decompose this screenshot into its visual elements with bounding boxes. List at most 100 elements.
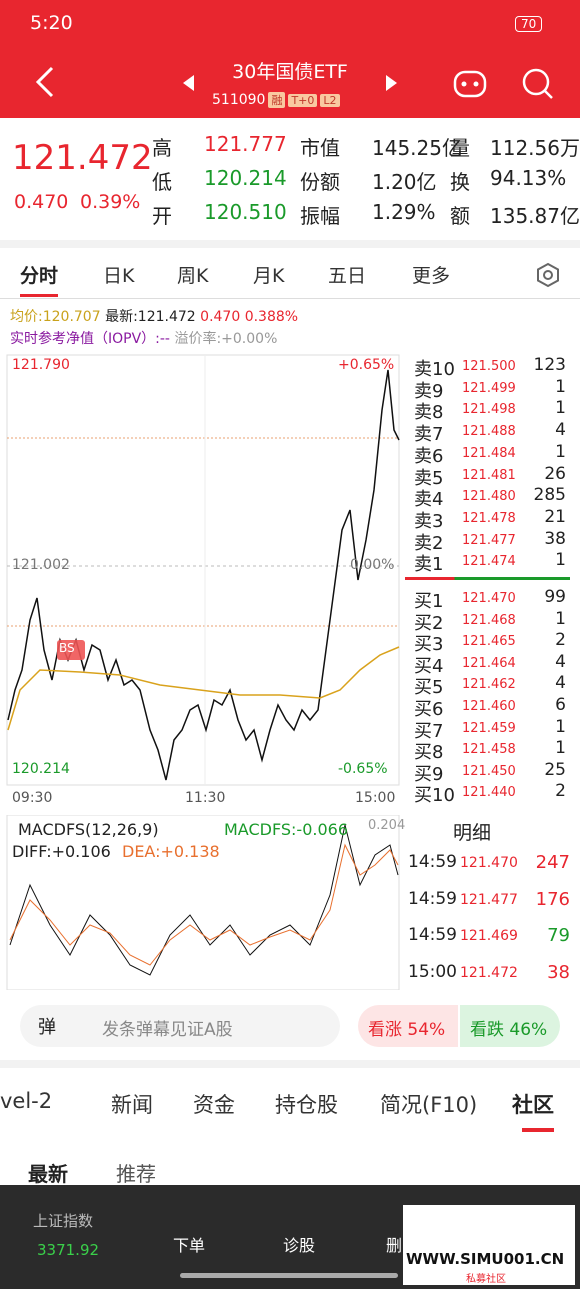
bs-marker[interactable]: BS [59, 641, 75, 655]
book-volume: 1 [555, 716, 566, 737]
detail-title[interactable]: 明细 [453, 822, 492, 844]
stat: 120.510 [204, 200, 287, 224]
book-price: 121.459 [462, 720, 516, 736]
subtab[interactable]: 推荐 [116, 1162, 156, 1186]
book-label: 卖7 [414, 424, 444, 446]
prev[interactable] [183, 75, 195, 91]
stat: 145.25亿 [372, 136, 462, 160]
book-volume: 285 [533, 485, 566, 506]
book-volume: 99 [544, 587, 566, 607]
book-label: 买3 [414, 634, 444, 656]
tab[interactable]: 日K [103, 265, 135, 287]
tab[interactable]: 分时 [20, 261, 59, 297]
next[interactable] [386, 75, 398, 91]
index-name[interactable]: 上证指数 [33, 1212, 94, 1230]
stat: 94.13% [490, 166, 567, 190]
stat: 市值 [300, 136, 340, 160]
diff: DIFF:+0.106 [12, 842, 111, 861]
axis-label: 120.214 [12, 761, 70, 777]
icons[interactable] [450, 64, 560, 104]
book-volume: 38 [544, 528, 566, 549]
tab[interactable]: 周K [177, 265, 209, 287]
book-price: 121.478 [462, 510, 516, 526]
tab[interactable]: 更多 [412, 265, 451, 287]
book-volume: 21 [544, 506, 566, 527]
macd-name[interactable]: MACDFS(12,26,9) [18, 820, 159, 839]
tab[interactable]: 月K [253, 265, 285, 287]
book-label: 买2 [414, 612, 444, 634]
book-label: 卖2 [414, 532, 444, 554]
trade-volume: 79 [547, 925, 570, 946]
danmu-input[interactable]: 发条弹幕见证A股 [102, 1020, 233, 1040]
book-label: 买1 [414, 591, 444, 612]
tag: T+0 [288, 94, 318, 107]
book-label: 卖1 [414, 554, 444, 576]
book-price: 121.484 [462, 445, 516, 461]
divider [0, 298, 580, 299]
book-price: 121.465 [462, 634, 516, 650]
nav-tab[interactable]: 社区 [512, 1093, 554, 1117]
settings[interactable] [535, 262, 561, 288]
stat: 135.87亿 [490, 204, 580, 228]
nav-tab[interactable]: 资金 [193, 1093, 235, 1117]
book-price: 121.470 [462, 591, 516, 606]
subtab[interactable]: 最新 [28, 1162, 68, 1186]
divider [0, 240, 580, 248]
header: 5:20 70 30年国债ETF 511090 融 T+0 L2 [0, 0, 580, 118]
book-price: 121.488 [462, 424, 516, 440]
danmu-box[interactable] [20, 1005, 340, 1047]
tab[interactable]: 五日 [328, 265, 367, 287]
book-volume: 6 [555, 695, 566, 715]
diagnose-button[interactable]: 诊股 [283, 1236, 316, 1255]
book-volume: 1 [555, 441, 566, 462]
stat: 份额 [300, 170, 340, 194]
book-split [405, 577, 570, 580]
back-button[interactable] [30, 62, 60, 102]
book-price: 121.500 [462, 359, 516, 374]
nav-tab[interactable]: 持仓股 [275, 1093, 338, 1117]
book-price: 121.458 [462, 742, 516, 758]
book-volume: 2 [555, 781, 566, 802]
stat: 量 [450, 136, 470, 160]
trade-price: 121.469 [460, 928, 518, 944]
vote-down[interactable]: 看跌 46% [460, 1005, 560, 1047]
trade-price: 121.472 [460, 964, 518, 981]
info-change: 0.470 [200, 309, 241, 325]
dea: DEA:+0.138 [122, 842, 220, 861]
book-label: 卖10 [414, 359, 455, 380]
stat: 低 [152, 170, 172, 194]
order-button[interactable]: 下单 [173, 1236, 206, 1255]
book-volume: 1 [555, 550, 566, 571]
book-price: 121.468 [462, 612, 516, 628]
price: 121.472 [12, 138, 153, 178]
book-price: 121.440 [462, 785, 516, 801]
book-volume: 26 [544, 463, 566, 484]
book-volume: 25 [544, 759, 566, 780]
latest: 最新:121.472 [105, 309, 196, 325]
book-volume: 1 [555, 738, 566, 759]
home-indicator [180, 1273, 398, 1278]
trade-time: 14:59 [408, 888, 457, 909]
more-button[interactable]: 删 [386, 1236, 403, 1255]
book-price: 121.474 [462, 554, 516, 570]
book-label: 卖8 [414, 402, 444, 424]
nav-tab[interactable]: 简况(F10) [380, 1093, 478, 1117]
trade-volume: 38 [547, 961, 570, 983]
book-label: 买6 [414, 699, 444, 720]
tag: 融 [268, 92, 286, 108]
nav-tab[interactable]: 新闻 [111, 1093, 153, 1117]
nav-indicator [522, 1128, 554, 1132]
pct: 0.39% [80, 191, 141, 213]
book-volume: 1 [555, 608, 566, 629]
info-line: 均价:120.707 最新:121.472 0.470 0.388% [10, 306, 298, 326]
vote-up[interactable]: 看涨 54% [358, 1005, 458, 1047]
book-volume: 4 [555, 420, 566, 441]
trade-time: 15:00 [408, 961, 457, 982]
book-label: 卖3 [414, 510, 444, 532]
watermark [403, 1205, 575, 1285]
trade-price: 121.470 [460, 855, 518, 871]
nav-tab[interactable]: vel-2 [0, 1089, 53, 1113]
book-price: 121.464 [462, 655, 516, 671]
trade-volume: 247 [535, 852, 570, 873]
stat: 振幅 [300, 204, 340, 228]
